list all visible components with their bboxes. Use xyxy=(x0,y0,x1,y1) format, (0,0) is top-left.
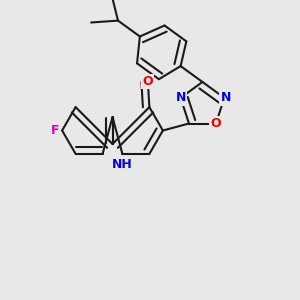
Text: O: O xyxy=(211,117,221,130)
Text: N: N xyxy=(176,91,186,104)
Text: O: O xyxy=(142,75,153,88)
Text: N: N xyxy=(220,91,231,104)
Text: F: F xyxy=(50,124,59,137)
Text: NH: NH xyxy=(112,158,133,171)
